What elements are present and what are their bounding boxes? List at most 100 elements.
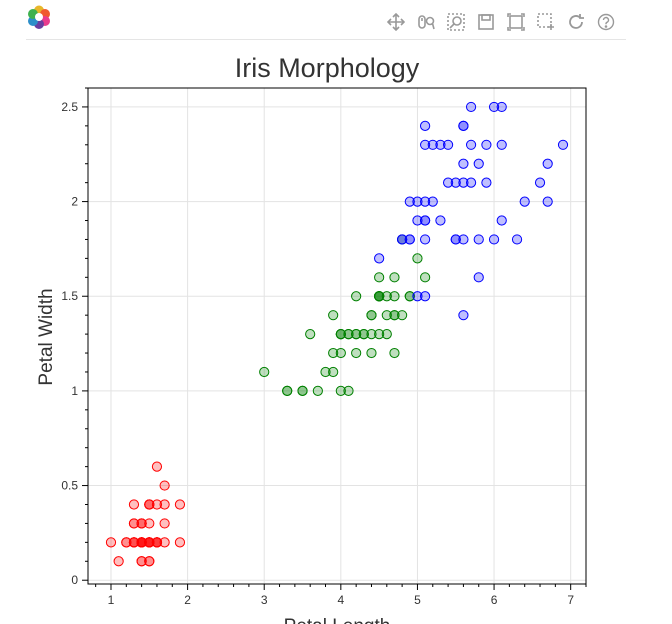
data-point [335,329,346,340]
data-point [366,347,377,359]
data-point [542,158,553,169]
data-point [374,329,385,340]
data-point [351,329,362,340]
data-points [105,101,569,567]
data-point [442,177,454,188]
refresh-icon[interactable] [564,10,588,34]
data-point [320,366,331,378]
data-point [305,329,316,340]
data-point [144,537,155,548]
data-point [465,177,477,188]
data-point [458,234,469,245]
data-point [159,537,170,548]
data-point [420,120,431,131]
data-point [397,234,408,245]
data-point [389,310,400,321]
data-point [151,537,163,548]
data-point [128,518,140,529]
data-point [450,234,461,245]
data-point [404,196,415,207]
toolbar [26,0,626,40]
data-point [174,537,186,548]
data-point [351,291,362,302]
data-point [128,537,140,548]
pan-tool-icon[interactable] [384,10,408,34]
data-point [144,556,155,567]
data-point [113,556,124,567]
data-point [351,347,362,359]
data-point [458,310,469,321]
data-point [312,385,323,397]
help-icon[interactable] [594,10,618,34]
data-point [473,272,484,283]
data-point [381,310,392,321]
grid-lines [88,88,586,584]
data-point [159,518,170,529]
data-point [557,139,569,150]
data-point [420,234,431,245]
box-select-tool-icon[interactable] [534,10,558,34]
data-point [335,347,346,359]
save-tool-icon[interactable] [474,10,498,34]
bokeh-logo[interactable] [26,4,52,30]
data-point [389,347,400,359]
data-point [435,139,446,150]
data-point [128,499,140,510]
data-point [374,253,385,264]
data-point [121,537,132,548]
data-point [328,310,339,321]
y-tick-label: 1 [71,384,78,398]
data-point [519,196,530,207]
y-tick-label: 0 [71,573,78,587]
y-tick-label: 1.5 [61,289,78,303]
x-tick-label: 3 [261,593,268,607]
x-tick-label: 2 [184,593,191,607]
data-point [412,196,423,207]
y-axis-label: Petal Width [36,288,57,385]
x-tick-label: 6 [491,593,498,607]
data-point [465,139,477,150]
y-axis: 0 0.5 1 1.5 2 2.5 [61,87,88,587]
data-point [335,385,346,397]
data-point [159,480,170,491]
data-point [343,385,354,397]
x-axis: 1 2 3 4 5 6 7 [95,584,587,607]
data-point [259,366,270,378]
box-zoom-tool-icon[interactable] [444,10,468,34]
data-point [381,329,392,340]
wheel-zoom-tool-icon[interactable] [414,10,438,34]
data-point [328,366,339,378]
data-point [488,234,500,245]
data-point [366,310,377,321]
data-point [105,537,117,548]
data-point [412,253,423,264]
data-point [420,196,431,207]
data-point [144,499,155,510]
data-point [473,234,484,245]
data-point [450,177,461,188]
data-point [412,291,423,302]
data-point [496,101,507,113]
x-tick-label: 4 [337,593,344,607]
data-point [151,461,163,472]
data-point [496,139,507,150]
data-point [496,215,507,226]
data-point [427,196,438,207]
plot-frame [87,87,587,585]
x-axis-label: Petal Length [284,616,391,624]
scatter-plot[interactable]: Iris Morphology 1 2 3 4 5 6 7 0 0.5 1 1.5 2 2.5 Pet… [0,40,672,624]
data-point [420,139,431,150]
data-point [343,329,354,340]
data-point [389,272,400,283]
data-point [374,291,385,302]
data-point [458,158,469,169]
data-point [358,329,369,340]
data-point [136,518,147,529]
data-point [404,234,415,245]
data-point [381,291,392,302]
data-point [136,537,147,548]
data-point [397,310,408,321]
data-point [427,139,438,150]
reset-view-icon[interactable] [504,10,528,34]
data-point [435,215,446,226]
